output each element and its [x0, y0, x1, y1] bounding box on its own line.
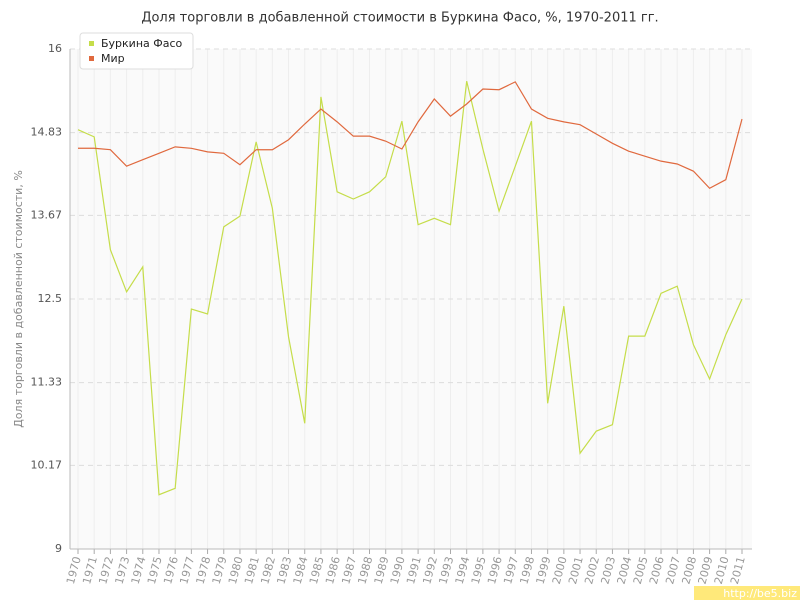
y-tick-label: 12.5: [38, 292, 63, 305]
y-tick-label: 11.33: [31, 376, 63, 389]
data-line: [78, 81, 743, 190]
legend: Буркина Фасо Мир: [79, 32, 194, 70]
legend-label: Мир: [101, 52, 125, 65]
watermark-bg: [694, 586, 800, 600]
legend-box: [79, 32, 194, 70]
y-tick-label: 9: [55, 542, 62, 555]
legend-swatch: [89, 56, 94, 61]
chart-title: Доля торговли в добавленной стоимости в …: [141, 11, 658, 26]
y-tick-label: 13.67: [31, 208, 63, 221]
y-tick-label: 10.17: [31, 458, 63, 471]
data-line: [77, 81, 743, 496]
watermark: http://be5.biz: [723, 587, 797, 600]
y-tick-label: 14.83: [31, 126, 63, 139]
y-axis-label: Доля торговли в добавленной стоимости, %: [12, 170, 25, 428]
y-tick-label: 16: [48, 42, 62, 55]
legend-swatch: [89, 41, 94, 46]
legend-label: Буркина Фасо: [101, 37, 183, 50]
